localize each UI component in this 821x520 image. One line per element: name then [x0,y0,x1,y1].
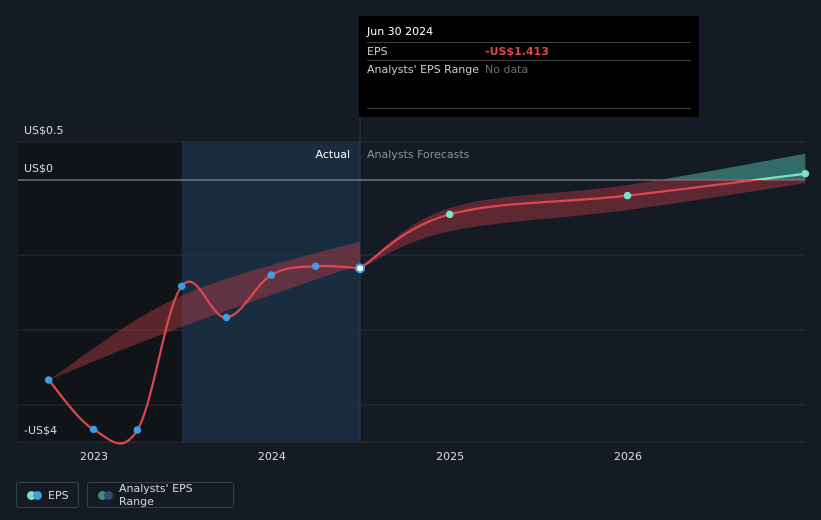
forecast-point-0 [445,210,454,219]
tooltip-eps-label: EPS [367,45,388,58]
legend: EPS Analysts' EPS Range [16,482,234,508]
legend-range-label: Analysts' EPS Range [119,482,193,508]
eps-point-0 [44,376,53,384]
y-label-bottom: -US$4 [24,424,57,437]
eps-point-4 [222,313,231,322]
forecast-point-1 [623,191,632,200]
actual-highlight-region [181,142,361,442]
eps-point-1 [89,425,98,434]
tooltip-range-label: Analysts' EPS Range [367,63,480,76]
past-region [18,142,182,442]
y-label-zero: US$0 [24,162,53,175]
tooltip-range-value: No data [485,63,529,76]
legend-range-button[interactable]: Analysts' EPS Range [87,482,234,508]
eps-line-actual [47,264,361,445]
tooltip-divider [367,108,691,109]
forecast-label: Analysts Forecasts [367,148,470,161]
eps-point-2 [133,426,142,434]
tooltip-range-row: Analysts' EPS Range No data [367,60,691,78]
x-tick-2025: 2025 [436,450,464,463]
range-swatch-icon [98,490,113,500]
legend-eps-label: EPS [48,488,69,502]
eps-point-3 [177,282,186,291]
tooltip: Jun 30 2024 EPS -US$1.413 Analysts' EPS … [359,16,699,117]
eps-point-6 [311,262,320,271]
x-tick-2024: 2024 [258,450,286,463]
forecast-range-band-positive [658,153,806,180]
eps-swatch-icon [27,490,42,500]
tooltip-eps-value: -US$1.413 [485,45,549,58]
legend-eps-button[interactable]: EPS [16,482,79,508]
x-tick-2023: 2023 [80,450,108,463]
tooltip-eps-row: EPS -US$1.413 [367,42,691,60]
actual-label: Actual [316,148,350,161]
y-label-top: US$0.5 [24,124,64,137]
forecast-range-band [360,180,806,269]
forecast-point-2 [801,169,810,178]
past-range-band [48,241,361,380]
eps-point-5 [267,271,276,279]
tooltip-date: Jun 30 2024 [367,25,434,38]
eps-point-7 [355,263,366,274]
eps-line-forecast [359,180,765,270]
x-tick-2026: 2026 [614,450,642,463]
